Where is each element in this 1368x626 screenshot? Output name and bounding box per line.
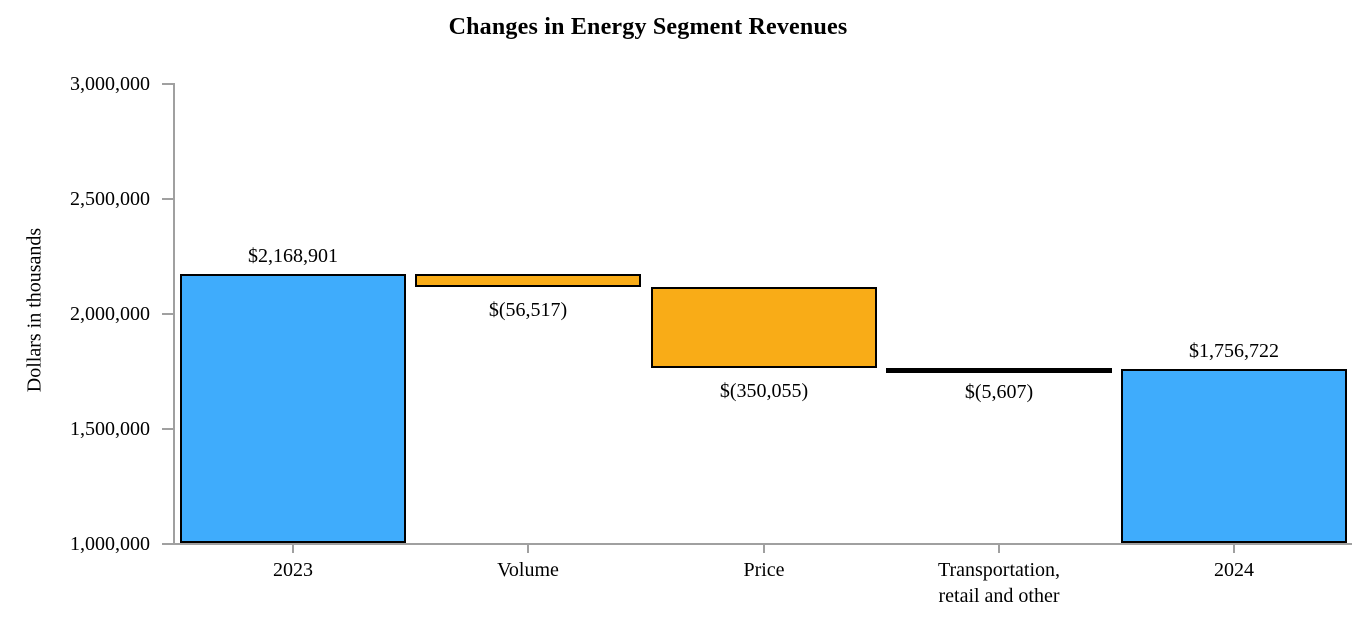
x-category-label: 2023 — [273, 559, 313, 581]
bar-volume — [415, 274, 641, 287]
y-tick-label: 1,000,000 — [70, 533, 150, 555]
x-category-label: Price — [743, 559, 785, 581]
x-axis-tick — [292, 545, 294, 553]
bar-value-label: $2,168,901 — [248, 245, 338, 267]
x-category-label: 2024 — [1214, 559, 1254, 581]
x-category-label: Volume — [497, 559, 559, 581]
y-tick-label: 2,500,000 — [70, 188, 150, 210]
y-tick-label: 3,000,000 — [70, 73, 150, 95]
x-axis-tick — [998, 545, 1000, 553]
y-axis-tick — [162, 543, 175, 545]
bar-value-label: $(350,055) — [719, 380, 809, 402]
y-axis-tick — [162, 313, 175, 315]
x-axis-tick — [763, 545, 765, 553]
bar-price — [651, 287, 877, 368]
bar-transportation — [886, 368, 1112, 373]
x-axis-tick — [1233, 545, 1235, 553]
bar-value-label: $(56,517) — [488, 299, 568, 321]
y-axis-tick — [162, 428, 175, 430]
y-axis-tick — [162, 198, 175, 200]
y-tick-label: 1,500,000 — [70, 418, 150, 440]
bar-value-label: $(5,607) — [964, 381, 1034, 403]
bar-value-label: $1,756,722 — [1189, 340, 1279, 362]
x-axis-line — [173, 543, 1352, 545]
x-axis-tick — [527, 545, 529, 553]
y-axis-tick — [162, 83, 175, 85]
y-tick-label: 2,000,000 — [70, 303, 150, 325]
x-category-label: Transportation, retail and other — [937, 559, 1061, 607]
bar-2023 — [180, 274, 406, 543]
bar-2024 — [1121, 369, 1347, 543]
chart-title: Changes in Energy Segment Revenues — [448, 14, 848, 40]
